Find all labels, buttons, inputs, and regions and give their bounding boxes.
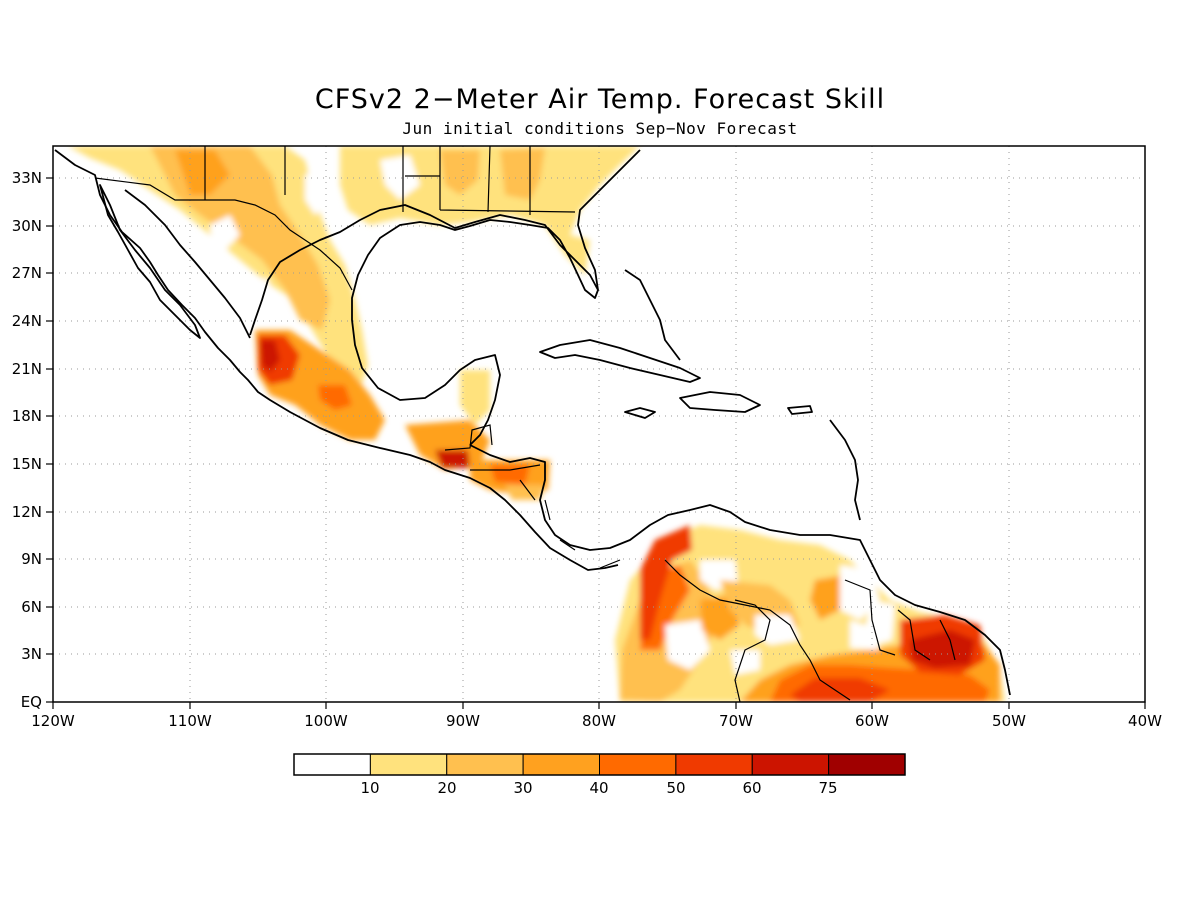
skill-region-yucatan — [460, 370, 490, 425]
x-axis-labels: 120W 110W 100W 90W 80W 70W 60W 50W 40W — [31, 712, 1162, 730]
colorbar-label: 50 — [666, 779, 685, 797]
y-tick-label: 6N — [21, 598, 42, 616]
coastline-baja — [99, 184, 201, 339]
x-tick-label: 90W — [446, 712, 480, 730]
border-central-america — [444, 424, 621, 569]
y-tick-label: 30N — [12, 217, 42, 235]
chart-title: CFSv2 2−Meter Air Temp. Forecast Skill — [314, 84, 886, 115]
y-axis-labels: EQ 3N 6N 9N 12N 15N 18N 21N 24N 27N 30N … — [12, 169, 42, 711]
axis-ticks — [46, 177, 1146, 709]
colorbar-swatch — [599, 753, 677, 776]
y-tick-label: 18N — [12, 407, 42, 425]
skill-region-venezuela-white2 — [755, 615, 800, 645]
skill-region-colombia-60 — [640, 525, 692, 640]
skill-region-southeast-us-30 — [440, 150, 480, 195]
colorbar-label: 30 — [513, 779, 532, 797]
skill-region-north-brazil-white — [850, 620, 880, 650]
colorbar-label: 20 — [437, 779, 456, 797]
y-tick-label: 15N — [12, 455, 42, 473]
skill-region-west-mexico-60 — [260, 340, 280, 372]
map-grid — [53, 146, 1145, 702]
skill-region-southeast-us-30b — [500, 148, 545, 200]
x-tick-label: 70W — [719, 712, 753, 730]
y-tick-label: 24N — [12, 312, 42, 330]
coastlines — [54, 149, 1011, 696]
colorbar: 10 20 30 40 50 60 75 — [293, 753, 906, 797]
skill-region-mexico-white3 — [305, 170, 330, 215]
skill-region-mexico-40 — [175, 150, 230, 195]
colorbar-frame — [293, 753, 906, 776]
skill-region-guyana-40 — [810, 575, 845, 620]
coastline-us-atlantic — [577, 149, 641, 291]
x-tick-label: 40W — [1128, 712, 1162, 730]
skill-region-nicaragua — [505, 485, 545, 500]
x-tick-label: 80W — [582, 712, 616, 730]
x-tick-label: 50W — [992, 712, 1026, 730]
colorbar-swatch — [293, 753, 371, 776]
skill-region-guianas-60 — [910, 630, 975, 668]
colorbar-swatch — [369, 753, 448, 776]
coastline-gulf-of-california — [124, 189, 251, 339]
y-tick-label: 9N — [21, 550, 42, 568]
x-tick-label: 110W — [168, 712, 212, 730]
coastline-jamaica — [624, 407, 656, 419]
colorbar-swatch — [751, 753, 830, 776]
colorbar-label: 40 — [589, 779, 608, 797]
chart-subtitle: Jun initial conditions Sep−Nov Forecast — [402, 119, 798, 138]
x-tick-label: 100W — [304, 712, 348, 730]
political-borders — [94, 146, 956, 702]
skill-region-brazil-60 — [790, 678, 890, 702]
coastline-caribbean-central — [469, 444, 1011, 696]
colorbar-swatch — [446, 753, 524, 776]
x-tick-label: 60W — [855, 712, 889, 730]
colorbar-swatch — [522, 753, 601, 776]
colorbar-label: 60 — [742, 779, 761, 797]
coastline-antilles — [829, 419, 861, 521]
border-us-states — [204, 146, 576, 215]
border-us-mexico — [94, 177, 353, 291]
coastline-hispaniola — [679, 391, 761, 413]
y-tick-label: EQ — [21, 693, 42, 711]
x-tick-label: 120W — [31, 712, 75, 730]
colorbar-label: 75 — [818, 779, 837, 797]
y-tick-label: 12N — [12, 503, 42, 521]
skill-region-mexico-white — [210, 215, 240, 250]
coastline-florida-keys — [624, 269, 681, 361]
colorbar-label: 10 — [360, 779, 379, 797]
y-tick-label: 3N — [21, 645, 42, 663]
y-tick-label: 33N — [12, 169, 42, 187]
skill-region-venezuela-white3 — [730, 650, 760, 675]
skill-region-southeast-us-white — [380, 155, 420, 200]
skill-region-north-mexico — [68, 146, 368, 390]
coastline-gulf-of-mexico — [249, 204, 599, 446]
skill-region-mexico-white2 — [250, 278, 272, 318]
coastline-mexico-pacific — [54, 149, 619, 571]
colorbar-swatch — [828, 753, 906, 776]
coastline-puerto-rico — [787, 405, 813, 415]
skill-region-south-mexico-50 — [318, 385, 352, 410]
y-tick-label: 21N — [12, 360, 42, 378]
skill-region-colombia-white — [665, 620, 710, 670]
skill-field — [68, 146, 1005, 702]
colorbar-swatch — [675, 753, 753, 776]
border-south-america — [664, 559, 956, 702]
y-tick-label: 27N — [12, 264, 42, 282]
coastline-cuba — [539, 339, 701, 383]
